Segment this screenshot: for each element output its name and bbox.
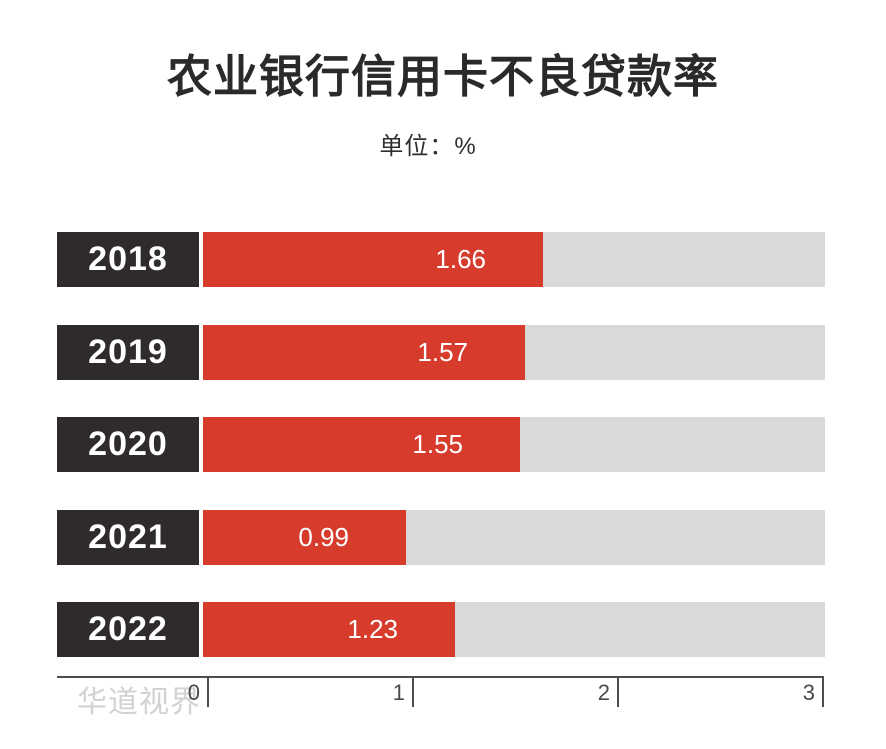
x-axis-tick-label: 2 <box>597 680 610 705</box>
x-axis-tick <box>412 678 414 707</box>
category-label: 2019 <box>57 324 199 380</box>
watermark-text: 华道视界 <box>77 686 201 719</box>
bar-row: 2022 1.23 <box>57 602 825 657</box>
bar: 1.23 <box>203 602 455 657</box>
bar-row: 2020 1.55 <box>57 417 825 472</box>
bar: 1.55 <box>203 417 520 472</box>
bar-value-label: 1.23 <box>347 614 398 644</box>
category-label: 2022 <box>57 602 199 657</box>
bar-track: 0.99 <box>203 509 825 565</box>
bar-rows: 2018 1.66 2019 1.57 2020 1.55 <box>57 232 825 695</box>
bar-value-label: 1.66 <box>435 244 486 274</box>
chart-unit-label: 单位：% <box>379 133 477 160</box>
bar-row: 2021 0.99 <box>57 509 825 565</box>
x-axis-tick-label: 3 <box>802 680 815 705</box>
x-axis-tick-label: 1 <box>392 680 405 705</box>
bar-track: 1.23 <box>203 602 825 657</box>
bar-value-label: 0.99 <box>298 521 349 552</box>
x-axis-tick <box>207 678 209 707</box>
x-axis-tick <box>617 678 619 707</box>
bar-row: 2018 1.66 <box>57 232 825 287</box>
bar: 0.99 <box>203 509 406 565</box>
bar-value-label: 1.55 <box>412 429 463 459</box>
bar-track: 1.57 <box>203 324 825 380</box>
bar-row: 2019 1.57 <box>57 324 825 380</box>
category-label: 2021 <box>57 509 199 565</box>
bar-track: 1.66 <box>203 232 825 287</box>
bar-track: 1.55 <box>203 417 825 472</box>
bar-value-label: 1.57 <box>417 336 468 367</box>
x-axis-tick-label: 0 <box>187 680 200 705</box>
bar: 1.66 <box>203 232 543 287</box>
category-label: 2018 <box>57 232 199 287</box>
category-label: 2020 <box>57 417 199 472</box>
chart-title: 农业银行信用卡不良贷款率 <box>166 51 719 102</box>
x-axis: 0 1 2 3 <box>57 676 824 710</box>
x-axis-tick <box>822 678 824 707</box>
bar: 1.57 <box>203 324 525 380</box>
